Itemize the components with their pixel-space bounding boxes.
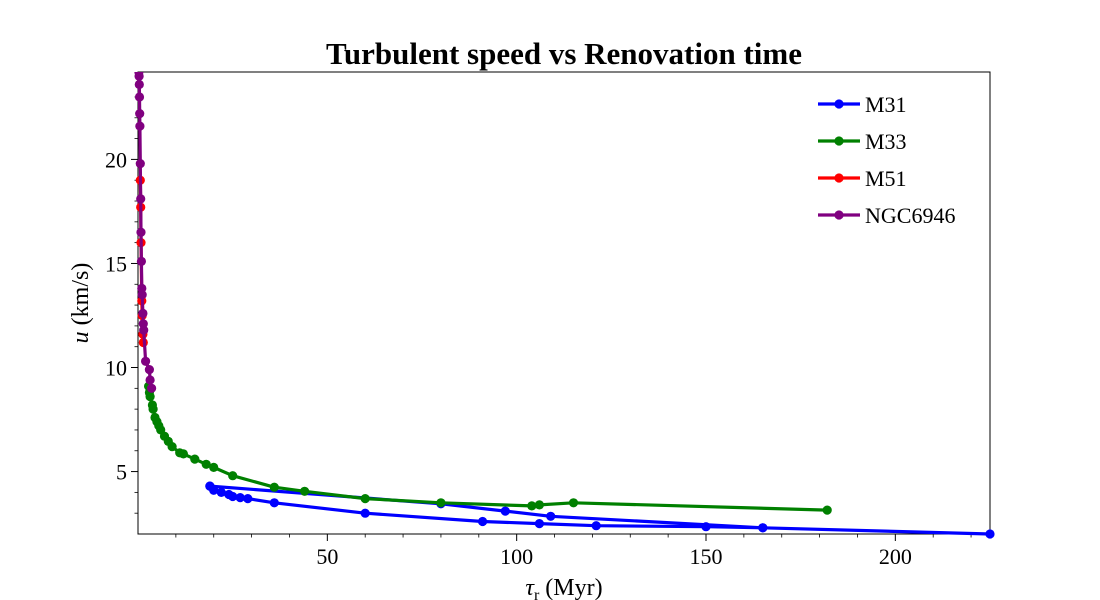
legend-item-ngc6946: NGC6946	[818, 203, 955, 228]
x-axis-label-unit: (Myr)	[539, 575, 602, 600]
data-point-ngc6946	[135, 121, 145, 131]
legend-label: M33	[865, 129, 907, 154]
data-point-ngc6946	[138, 308, 148, 318]
data-point-m31	[546, 511, 556, 521]
y-axis-label-unit: (km/s)	[68, 263, 94, 332]
data-point-m31	[500, 506, 510, 516]
legend-label: M51	[865, 166, 907, 191]
data-point-m31	[269, 498, 279, 508]
y-axis-label: u (km/s)	[68, 263, 94, 344]
data-point-ngc6946	[136, 227, 146, 237]
data-point-ngc6946	[135, 159, 145, 169]
x-axis-label-sub: r	[534, 587, 540, 600]
data-point-ngc6946	[141, 356, 151, 366]
x-axis-label-main: τ	[525, 575, 535, 600]
data-point-ngc6946	[134, 72, 144, 77]
y-tick-label: 15	[105, 251, 127, 276]
y-axis: 5 10 15 20	[105, 75, 138, 514]
x-axis: 50 100 150 200	[175, 534, 972, 569]
data-point-m33	[436, 498, 446, 508]
data-point-m33	[300, 486, 310, 496]
y-tick-label: 20	[105, 147, 127, 172]
data-point-ngc6946	[138, 319, 148, 329]
data-point-ngc6946	[134, 79, 144, 90]
chart-title: Turbulent speed vs Renovation time	[326, 36, 802, 71]
data-point-m31	[216, 487, 226, 497]
data-point-m31	[591, 521, 601, 531]
legend-marker	[834, 136, 844, 146]
x-axis-label: τr (Myr)	[525, 575, 602, 600]
data-point-m31	[360, 508, 370, 518]
data-point-m31	[224, 489, 234, 500]
legend-label: NGC6946	[865, 203, 955, 228]
data-point-ngc6946	[135, 109, 145, 119]
data-point-ngc6946	[137, 283, 147, 293]
data-point-ngc6946	[134, 92, 145, 102]
y-tick-label: 5	[116, 460, 127, 485]
x-tick-label: 100	[500, 544, 533, 569]
data-point-m33	[527, 501, 537, 511]
data-point-ngc6946	[147, 383, 157, 393]
data-point-m31	[534, 519, 545, 529]
data-point-m33	[360, 494, 370, 504]
plot-area: 50 100 150 200 5 10 15 20	[105, 71, 995, 569]
plot-frame	[137, 71, 991, 535]
data-point-m33	[209, 462, 219, 472]
data-point-m31	[478, 516, 488, 527]
legend-marker	[834, 173, 844, 183]
x-tick-label: 200	[879, 544, 912, 569]
data-point-ngc6946	[145, 375, 155, 385]
legend-item-m31: M31	[818, 92, 907, 117]
legend-marker	[834, 99, 844, 109]
legend-marker	[834, 210, 844, 220]
series-group	[134, 72, 995, 539]
legend: M31 M33 M51 NGC6946	[818, 92, 955, 228]
legend-item-m33: M33	[818, 129, 907, 154]
data-point-m31	[243, 494, 253, 504]
data-point-m33	[534, 500, 545, 510]
y-tick-label: 10	[105, 356, 127, 381]
data-point-m33	[568, 498, 579, 508]
data-point-m31	[758, 523, 768, 533]
data-point-ngc6946	[144, 365, 154, 375]
data-point-m31	[205, 481, 215, 491]
series-m31	[205, 481, 995, 539]
series-ngc6946	[134, 72, 157, 393]
y-axis-label-main: u	[68, 331, 94, 343]
data-point-m31	[235, 493, 245, 503]
x-tick-label: 150	[690, 544, 723, 569]
series-line-m33	[147, 385, 828, 512]
data-point-ngc6946	[136, 194, 146, 204]
data-point-m31	[701, 522, 711, 532]
data-point-m33	[228, 471, 238, 481]
data-point-m33	[822, 505, 832, 515]
legend-label: M31	[865, 92, 907, 117]
data-point-m31	[985, 529, 995, 539]
data-point-m33	[201, 459, 211, 469]
data-point-m33	[147, 400, 157, 410]
data-point-m33	[150, 412, 160, 423]
x-tick-label: 50	[316, 544, 338, 569]
data-point-ngc6946	[136, 256, 146, 266]
data-point-m33	[190, 454, 200, 464]
series-m33	[144, 381, 832, 515]
data-point-m33	[175, 448, 185, 458]
legend-item-m51: M51	[818, 166, 907, 191]
data-point-m33	[269, 482, 279, 492]
